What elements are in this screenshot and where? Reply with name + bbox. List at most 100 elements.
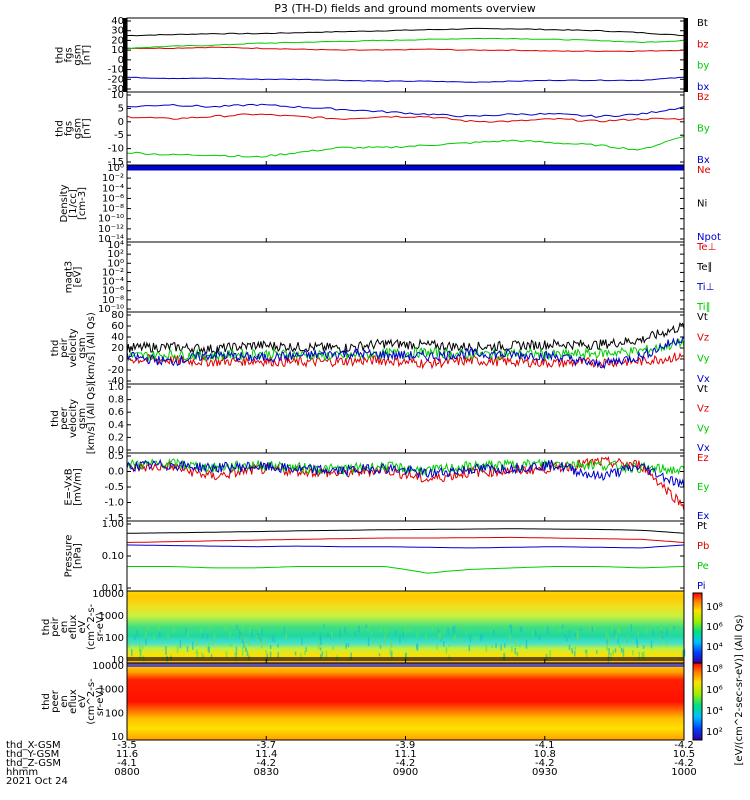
heatmap-speckle (367, 637, 370, 647)
heatmap-speckle (358, 625, 360, 633)
heatmap-speckle (460, 637, 463, 643)
heatmap-speckle (304, 650, 306, 656)
heatmap-speckle (145, 638, 147, 646)
y-axis-label: gsm (77, 337, 88, 358)
legend-entry: Pt (697, 521, 707, 532)
y-axis-label: magt3 (64, 261, 75, 294)
heatmap-speckle (394, 629, 397, 637)
x-row-value: -3.9 (396, 740, 416, 751)
y-tick-label: -40 (108, 376, 124, 387)
y-axis-label: Pressure (64, 535, 75, 578)
heatmap-speckle (344, 626, 346, 634)
heatmap-speckle (370, 632, 373, 636)
series-line-black (126, 27, 685, 37)
y-axis-label: peir (50, 616, 61, 636)
heatmap-speckle (452, 626, 454, 635)
y-tick-label: 0.0 (108, 445, 124, 456)
heatmap-speckle (247, 652, 249, 656)
heatmap-speckle (492, 628, 495, 636)
series-line-red (126, 46, 685, 52)
heatmap-speckle (179, 640, 182, 649)
y-tick-label: 10⁻¹⁰ (98, 214, 124, 225)
heatmap-speckle (165, 646, 167, 655)
x-row-value: -4.2 (256, 758, 276, 769)
series-line-black (126, 322, 685, 355)
y-tick-label: -0.5 (104, 482, 124, 493)
heatmap-speckle (330, 635, 332, 640)
heatmap-speckle (139, 650, 142, 657)
heatmap-speckle (468, 644, 471, 652)
heatmap-speckle (516, 653, 519, 657)
x-row-value: -4.2 (674, 758, 694, 769)
heatmap-speckle (593, 624, 596, 632)
heatmap-speckle (607, 635, 610, 645)
heatmap-speckle (509, 624, 512, 629)
colorbar-tick: 10⁴ (706, 642, 723, 653)
heatmap-speckle (389, 648, 392, 656)
y-tick-label: 10⁻⁴ (102, 183, 124, 194)
y-tick-label: 20 (111, 343, 124, 354)
heatmap-speckle (611, 624, 614, 632)
y-tick-label: -1.5 (104, 513, 124, 524)
heatmap-speckle (404, 652, 407, 660)
y-axis-label: eV (77, 695, 88, 708)
y-axis-label: gsm (73, 118, 84, 139)
series-line-red (126, 456, 685, 511)
legend-entry: Pb (697, 541, 709, 552)
y-tick-label: 10² (107, 249, 124, 260)
heatmap-speckle (443, 641, 445, 647)
heatmap-speckle (652, 629, 654, 636)
y-axis-label: en (59, 621, 70, 634)
legend-entry: Pe (697, 561, 709, 572)
legend-entry: Bz (697, 92, 709, 103)
panel-e_vxb: E=-VxB[mV/m] 0.5 0.0 -0.5 -1.0 -1.5 Ez Ey Ex (64, 451, 710, 524)
heatmap-speckle (134, 635, 136, 640)
legend-entry: Bt (697, 18, 708, 29)
series-line-blue (126, 76, 685, 83)
heatmap-speckle (327, 632, 329, 638)
legend-entry: by (697, 61, 709, 72)
heatmap-speckle (574, 651, 576, 657)
heatmap-speckle (277, 643, 279, 648)
heatmap-speckle (510, 625, 513, 634)
y-axis-label: gsm (73, 44, 84, 65)
panel-frame (126, 241, 685, 313)
heatmap-speckle (606, 639, 608, 645)
legend-entry: Te⊥ (696, 242, 716, 253)
y-axis-label: [eV] (73, 267, 84, 288)
colorbar-tick: 10⁸ (706, 664, 723, 675)
heatmap-speckle (128, 640, 130, 648)
heatmap-speckle (610, 652, 612, 660)
heatmap-speckle (661, 631, 664, 639)
heatmap-speckle (345, 643, 347, 649)
heatmap-speckle (563, 633, 566, 638)
y-axis-label: [nT] (82, 118, 93, 138)
heatmap-peer_en (127, 663, 684, 740)
y-tick-label: 0.8 (108, 395, 124, 406)
heatmap-speckle (341, 638, 343, 643)
heatmap-speckle (153, 634, 155, 641)
x-row-value: 0800 (114, 767, 139, 778)
y-tick-label: 10000 (92, 589, 124, 600)
y-axis-label: [cm-3] (77, 187, 88, 220)
heatmap-speckle (248, 640, 251, 647)
heatmap-speckle (211, 639, 214, 645)
y-axis-label: E=-VxB (64, 468, 75, 505)
heatmap-speckle (264, 637, 266, 645)
heatmap-speckle (321, 651, 324, 657)
heatmap-speckle (480, 633, 482, 641)
heatmap-speckle (665, 641, 668, 646)
y-tick-label: 10 (111, 655, 124, 666)
y-tick-label: 0 (118, 117, 124, 128)
heatmap-speckle (416, 643, 419, 651)
x-row-value: 11.6 (116, 749, 138, 760)
y-tick-label: 30 (111, 26, 124, 37)
series-line-red (126, 113, 685, 123)
heatmap-speckle (445, 647, 448, 654)
heatmap-speckle (186, 645, 189, 652)
panel-density: Density[1/cc][cm-3]10⁰10⁻²10⁻⁴10⁻⁶10⁻⁸10… (59, 163, 721, 245)
heatmap-speckle (256, 635, 258, 642)
heatmap-speckle (347, 643, 350, 648)
heatmap-speckle (201, 652, 203, 659)
heatmap-speckle (260, 639, 263, 649)
